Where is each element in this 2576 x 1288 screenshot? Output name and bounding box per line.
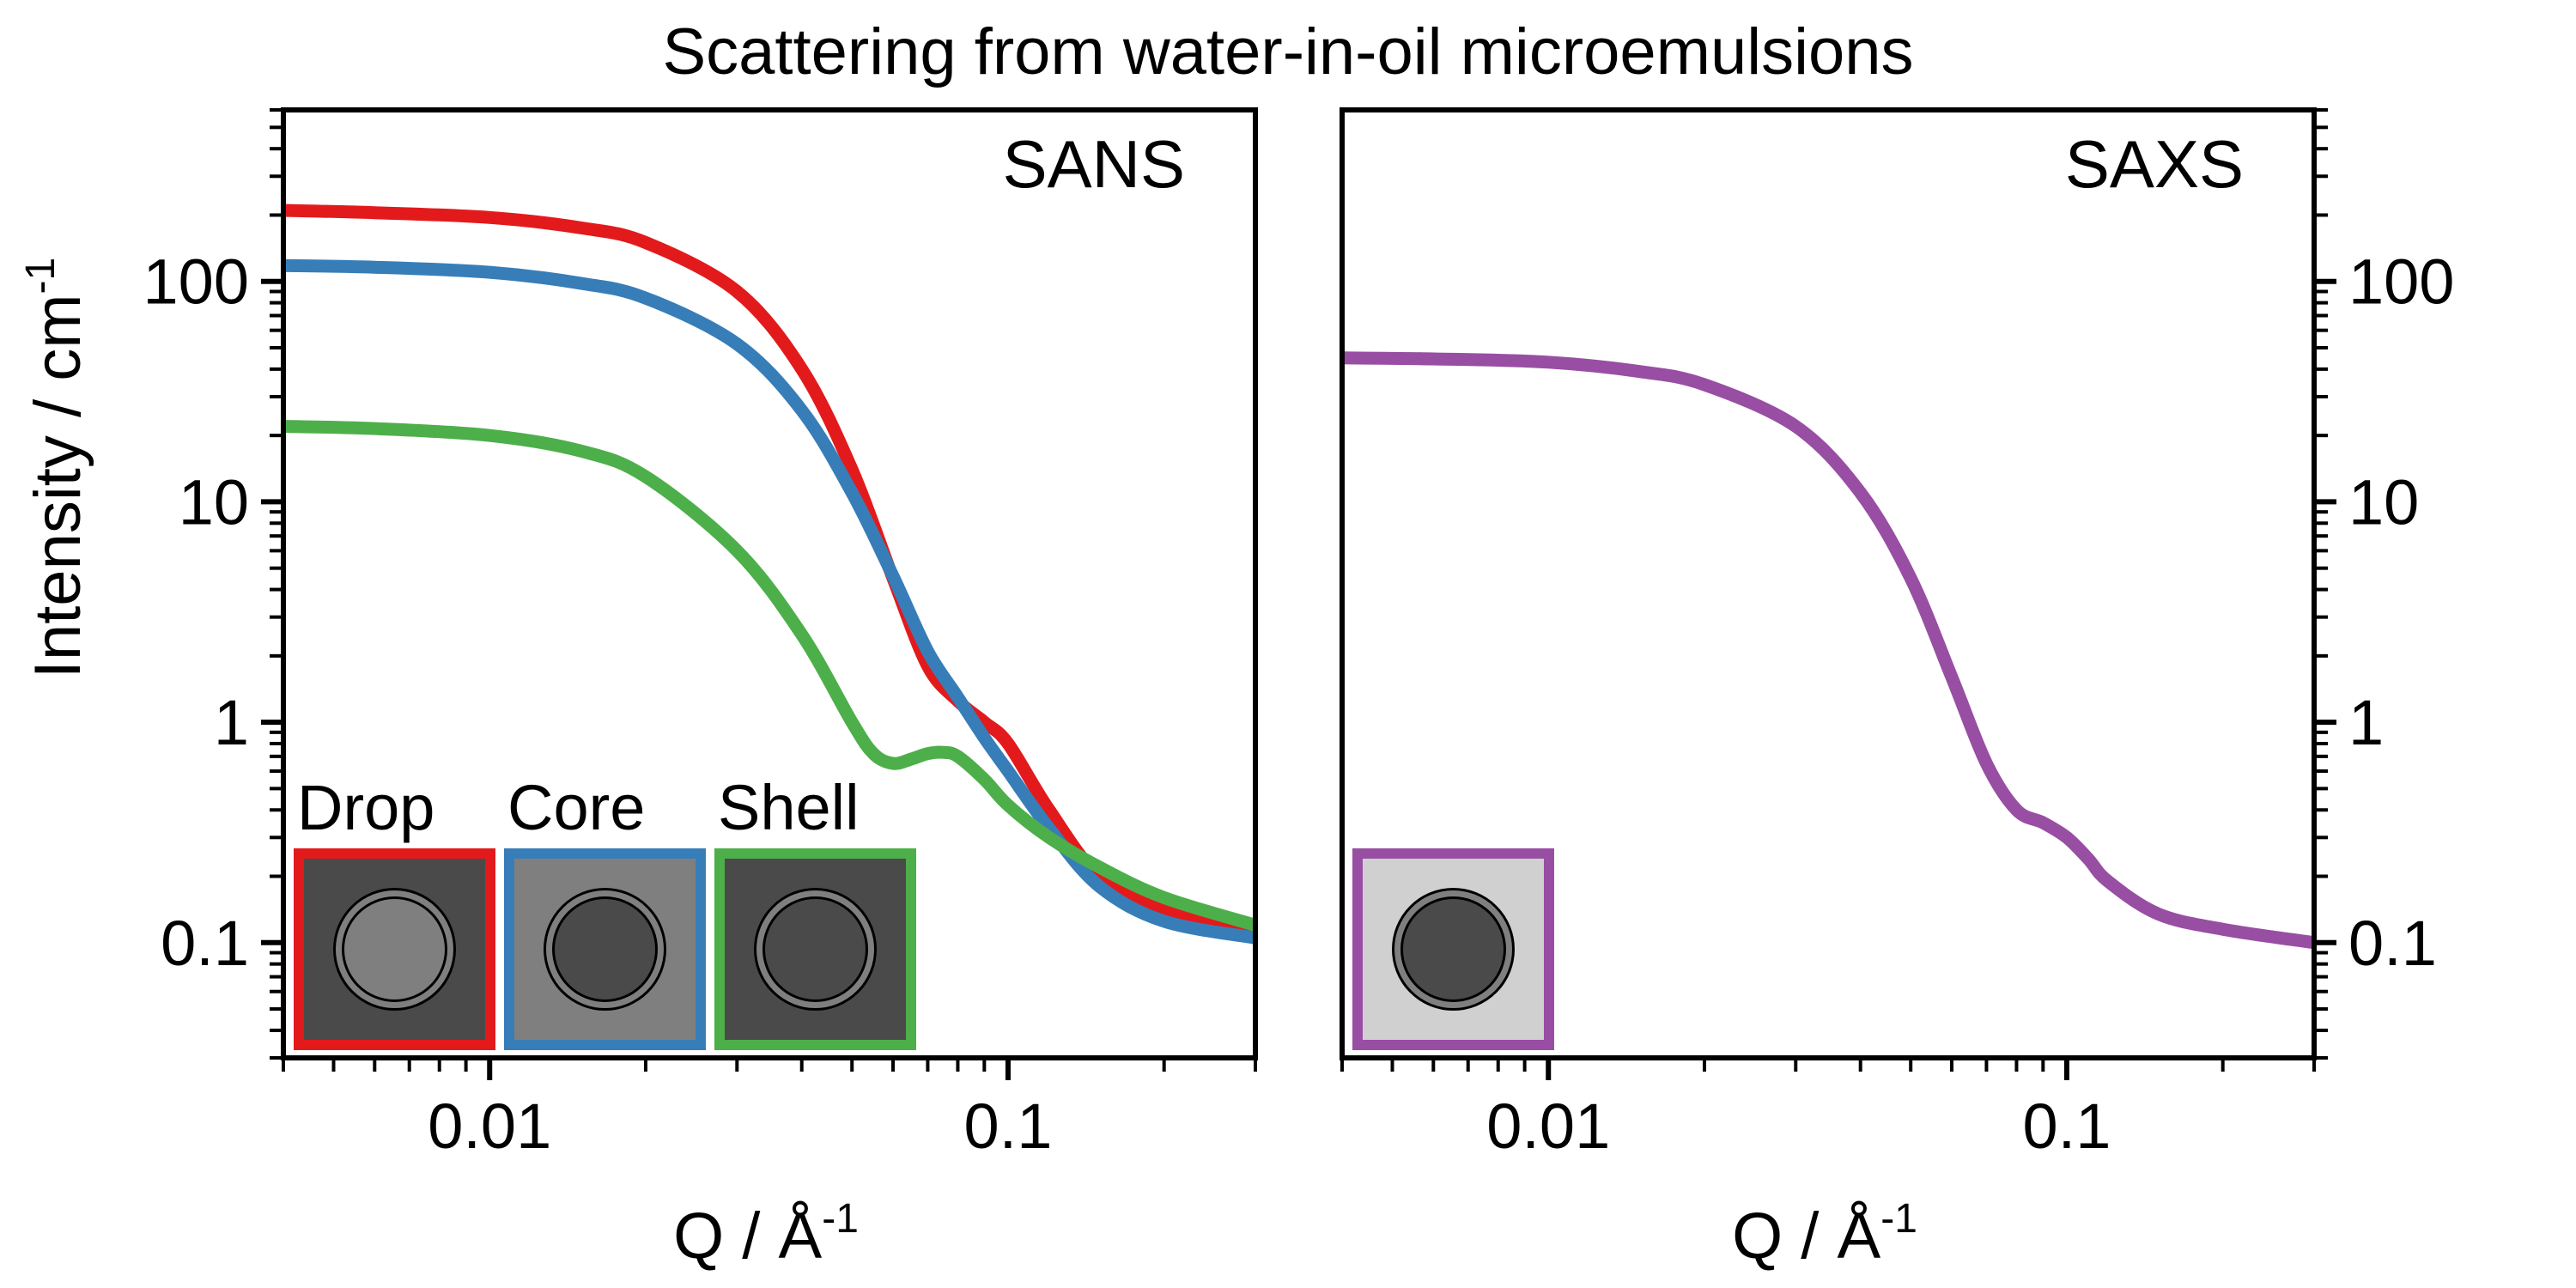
saxs-x-axis: 0.01 0.1	[1340, 1058, 2316, 1162]
droplet-core	[552, 896, 658, 1002]
sans-series-line-2	[283, 420, 1255, 932]
saxs-inset-sample	[1352, 848, 1554, 1050]
sans-panel: Drop Core Shell 0.01 0.1 0.1 1 10 100 SANS	[143, 107, 1258, 1162]
y-tick-label: 0.1	[2348, 908, 2437, 979]
y-axis-label: Intensity / cm-1	[18, 258, 94, 678]
y-tick-label: 1	[214, 687, 249, 758]
x-tick-label: 0.01	[1486, 1091, 1610, 1162]
inset-label: Drop	[297, 772, 434, 843]
y-tick-label: 100	[2348, 246, 2454, 318]
y-tick-label: 10	[179, 466, 249, 538]
x-axis-label-saxs: Q / Å-1	[1732, 1196, 1917, 1273]
y-tick-label: 0.1	[161, 908, 249, 979]
sans-inset-shell: Shell	[714, 772, 916, 1050]
sans-inset-core: Core	[504, 772, 706, 1050]
x-tick-label: 0.1	[2023, 1091, 2111, 1162]
saxs-axes-frame	[1340, 107, 2317, 1060]
sans-axes-frame	[281, 107, 1258, 1060]
inset-label: Shell	[718, 772, 860, 843]
x-tick-label: 0.1	[964, 1091, 1053, 1162]
sans-inset-drop: Drop	[294, 772, 495, 1050]
saxs-panel-label: SAXS	[2065, 126, 2244, 202]
saxs-panel: 0.01 0.1 0.1 1 10 100 SAXS	[1340, 107, 2454, 1162]
inset-box	[714, 848, 916, 1050]
y-tick-label: 100	[143, 246, 249, 318]
saxs-series-line-0	[1342, 351, 2314, 950]
y-tick-label: 10	[2348, 466, 2419, 538]
y-tick-label: 1	[2348, 687, 2384, 758]
droplet-core	[762, 896, 868, 1002]
sans-y-axis: 0.1 1 10 100	[143, 108, 283, 1060]
droplet-core	[342, 896, 447, 1002]
droplet-core	[1400, 896, 1506, 1002]
saxs-y-axis: 0.1 1 10 100	[2314, 108, 2454, 1060]
x-tick-label: 0.01	[428, 1091, 551, 1162]
chart-title: Scattering from water-in-oil microemulsi…	[662, 15, 1913, 88]
sans-panel-label: SANS	[1003, 126, 1185, 202]
x-axis-label-sans: Q / Å-1	[673, 1196, 859, 1273]
inset-label: Core	[507, 772, 645, 843]
sans-x-axis: 0.01 0.1	[282, 1058, 1257, 1162]
